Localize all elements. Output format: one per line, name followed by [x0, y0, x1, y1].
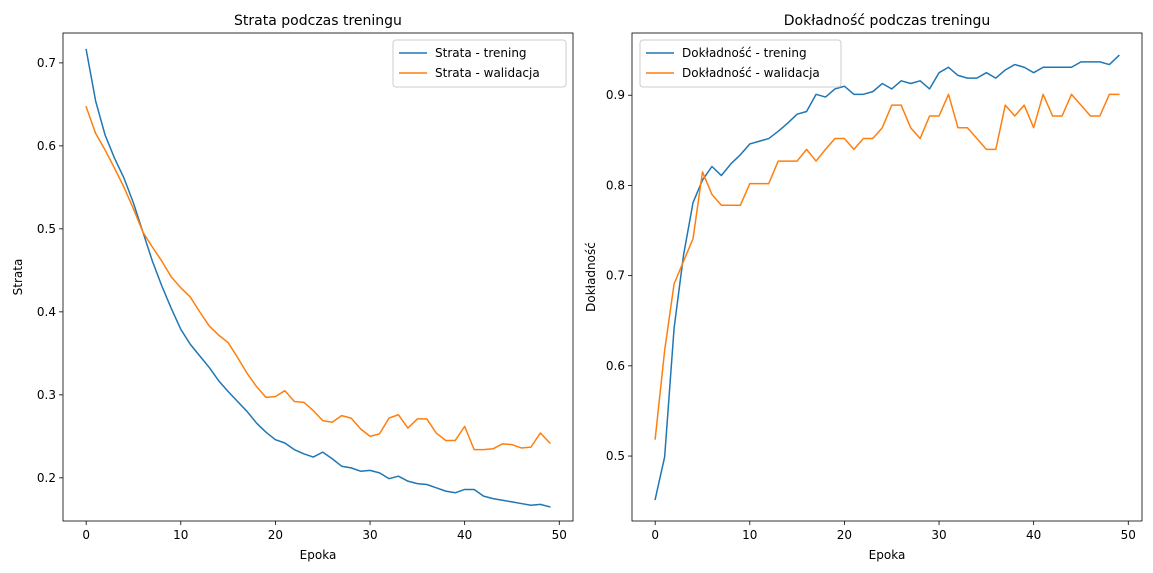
x-tick-label: 10 [173, 528, 188, 542]
x-tick-label: 10 [742, 528, 757, 542]
plot-frame [62, 32, 574, 522]
x-tick-label: 0 [82, 528, 90, 542]
x-axis-title: Epoka [300, 548, 337, 562]
series-line-0 [85, 48, 551, 508]
y-axis-title: Dokładność [584, 242, 598, 312]
y-tick-label: 0.4 [37, 305, 56, 319]
chart-1: Dokładność podczas treningu 0 10 20 30 40 50 0.… [584, 13, 1143, 562]
legend: Dokładność - trening Dokładność - walidac… [639, 39, 842, 88]
y-tick-label: 0.3 [37, 388, 56, 402]
x-tick-label: 0 [651, 528, 659, 542]
x-tick-label: 40 [1026, 528, 1041, 542]
y-tick-label: 0.7 [37, 56, 56, 70]
legend-label: Dokładność - walidacja [682, 66, 820, 80]
legend-label: Dokładność - trening [682, 46, 807, 60]
series-line-0 [654, 54, 1120, 501]
series-line-1 [654, 93, 1120, 440]
chart-title: Strata podczas treningu [234, 13, 402, 29]
y-tick-label: 0.2 [37, 471, 56, 485]
x-tick-label: 50 [552, 528, 567, 542]
y-tick-label: 0.6 [37, 139, 56, 153]
y-tick-label: 0.7 [606, 269, 625, 283]
chart-0: Strata podczas treningu 0 10 20 30 40 50 0.2 0.3… [11, 13, 574, 562]
legend-box [639, 39, 842, 88]
y-axis-title: Strata [11, 259, 25, 296]
series-line-1 [85, 105, 551, 451]
x-tick-label: 30 [931, 528, 946, 542]
x-tick-label: 30 [362, 528, 377, 542]
y-tick-label: 0.6 [606, 359, 625, 373]
legend-label: Strata - walidacja [435, 66, 540, 80]
x-tick-label: 40 [457, 528, 472, 542]
x-tick-label: 20 [268, 528, 283, 542]
y-tick-label: 0.5 [37, 222, 56, 236]
chart-title: Dokładność podczas treningu [784, 13, 990, 29]
legend-box [392, 39, 567, 88]
legend-label: Strata - trening [435, 46, 527, 60]
y-tick-label: 0.9 [606, 88, 625, 102]
plot-frame [631, 32, 1143, 522]
y-tick-label: 0.5 [606, 449, 625, 463]
x-axis-title: Epoka [869, 548, 906, 562]
x-tick-label: 50 [1121, 528, 1136, 542]
x-tick-label: 20 [837, 528, 852, 542]
legend: Strata - trening Strata - walidacja [392, 39, 567, 88]
y-tick-label: 0.8 [606, 178, 625, 192]
